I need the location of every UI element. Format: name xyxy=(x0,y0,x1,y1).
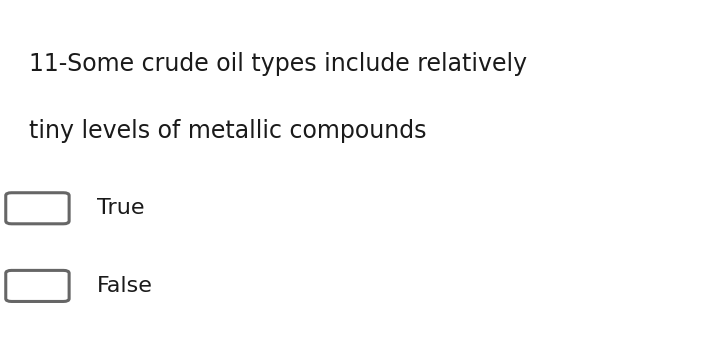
FancyBboxPatch shape xyxy=(6,193,69,224)
Text: tiny levels of metallic compounds: tiny levels of metallic compounds xyxy=(29,119,426,143)
Text: False: False xyxy=(97,276,153,296)
Text: True: True xyxy=(97,198,145,218)
FancyBboxPatch shape xyxy=(6,270,69,301)
Text: 11-Some crude oil types include relatively: 11-Some crude oil types include relative… xyxy=(29,52,527,76)
